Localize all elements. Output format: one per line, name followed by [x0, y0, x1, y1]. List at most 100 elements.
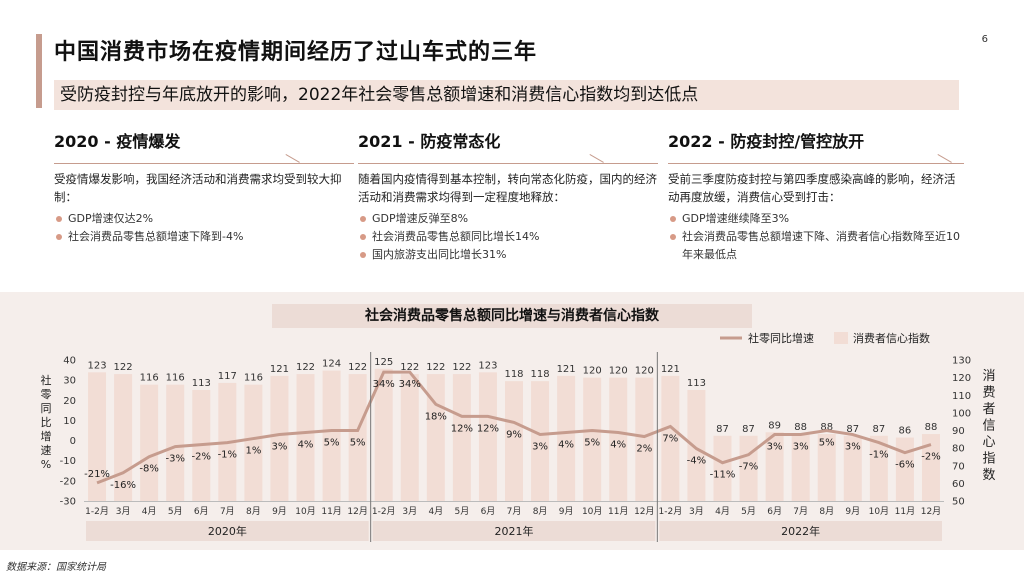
right-axis-tick: 130: [952, 356, 971, 367]
heading-rule: [358, 154, 658, 164]
x-axis-tick: 8月: [819, 506, 834, 517]
x-axis-tick: 11月: [321, 506, 341, 517]
bullet-item: 国内旅游支出同比增长31%: [358, 246, 658, 264]
x-axis-tick: 11月: [608, 506, 628, 517]
axis-title-char: 指: [982, 452, 995, 467]
retail-growth-label: 2%: [636, 444, 652, 455]
right-axis-tick: 70: [952, 461, 965, 472]
confidence-label: 88: [820, 422, 833, 433]
left-axis-tick: -10: [60, 456, 76, 467]
confidence-label: 118: [504, 369, 523, 380]
retail-growth-label: -4%: [687, 456, 706, 467]
confidence-bar: [583, 377, 602, 501]
chart-title: 社会消费品零售总额同比增速与消费者信心指数: [272, 304, 752, 328]
retail-growth-label: 4%: [298, 440, 314, 451]
x-axis-tick: 10月: [869, 506, 889, 517]
bullet-item: 社会消费品零售总额同比增长14%: [358, 228, 658, 246]
confidence-bar: [531, 381, 550, 501]
confidence-bar: [478, 372, 497, 501]
title-accent-bar: [36, 34, 42, 108]
confidence-bar: [348, 374, 367, 501]
axis-title-char: 数: [982, 468, 995, 483]
bullet-item: 社会消费品零售总额增速下降、消费者信心指数降至近10年来最低点: [668, 228, 964, 264]
legend-bar-swatch: [834, 332, 848, 344]
x-axis-tick: 4月: [428, 506, 443, 517]
page-number: 6: [981, 34, 988, 45]
left-axis-tick: 30: [63, 376, 76, 387]
confidence-label: 116: [140, 373, 159, 384]
x-axis-tick: 7月: [507, 506, 522, 517]
retail-growth-label: 5%: [819, 438, 835, 449]
confidence-bar: [765, 432, 784, 501]
confidence-bar: [895, 437, 914, 501]
column-body: 受疫情爆发影响，我国经济活动和消费需求均受到较大抑制：: [54, 172, 342, 204]
x-axis-tick: 3月: [116, 506, 131, 517]
retail-growth-label: -1%: [869, 450, 888, 461]
x-axis-tick: 4月: [142, 506, 157, 517]
year-label: 2021年: [495, 524, 534, 538]
x-axis-tick: 3月: [402, 506, 417, 517]
confidence-label: 89: [768, 420, 781, 431]
axis-title-char: 比: [41, 416, 52, 429]
year-label: 2020年: [208, 524, 247, 538]
left-axis-tick: -20: [60, 476, 76, 487]
left-axis-tick: 0: [70, 436, 76, 447]
axis-title-char: 费: [982, 386, 995, 401]
confidence-label: 86: [899, 426, 912, 437]
confidence-label: 113: [687, 378, 706, 389]
confidence-bar: [452, 374, 471, 501]
x-axis-tick: 1-2月: [85, 506, 109, 517]
column-heading: 2021 - 防疫常态化: [358, 132, 501, 151]
confidence-bar: [374, 368, 393, 501]
confidence-bar: [426, 374, 445, 501]
confidence-bar: [270, 375, 289, 501]
confidence-bar: [687, 389, 706, 501]
confidence-label: 120: [609, 366, 628, 377]
confidence-label: 113: [192, 378, 211, 389]
retail-growth-label: 9%: [506, 429, 522, 440]
confidence-label: 122: [426, 362, 445, 373]
x-axis-tick: 9月: [559, 506, 574, 517]
confidence-label: 122: [348, 362, 367, 373]
confidence-label: 87: [846, 424, 859, 435]
bullet-item: 社会消费品零售总额增速下降到-4%: [54, 228, 354, 246]
confidence-label: 123: [478, 360, 497, 371]
right-axis-title: 消费者信心指数: [982, 369, 995, 483]
retail-growth-label: 3%: [532, 442, 548, 453]
x-axis-tick: 10月: [582, 506, 602, 517]
x-axis-tick: 1-2月: [659, 506, 683, 517]
right-axis-tick: 80: [952, 444, 965, 455]
confidence-label: 123: [87, 360, 106, 371]
x-axis-tick: 12月: [634, 506, 654, 517]
axis-title-char: 零: [41, 388, 52, 401]
confidence-bar: [921, 434, 940, 501]
confidence-bar: [400, 374, 419, 501]
retail-growth-label: -3%: [165, 454, 184, 465]
confidence-label: 118: [531, 369, 550, 380]
axis-title-char: %: [41, 458, 51, 471]
bullet-item: GDP增速反弹至8%: [358, 210, 658, 228]
retail-growth-label: 5%: [584, 438, 600, 449]
confidence-label: 116: [166, 373, 185, 384]
axis-title-char: 同: [41, 402, 52, 415]
retail-growth-label: -2%: [192, 452, 211, 463]
axis-title-char: 消: [982, 369, 995, 384]
retail-growth-line: [96, 370, 932, 485]
retail-growth-label: -11%: [710, 470, 736, 481]
confidence-bar: [869, 435, 888, 501]
right-axis-tick: 120: [952, 373, 971, 384]
column-body: 随着国内疫情得到基本控制，转向常态化防疫，国内的经济活动和消费需求均得到一定程度…: [358, 172, 657, 204]
confidence-label: 116: [244, 373, 263, 384]
retail-growth-label: 4%: [610, 440, 626, 451]
confidence-bar: [661, 375, 680, 501]
page-title: 中国消费市场在疫情期间经历了过山车式的三年: [54, 40, 538, 65]
page-subtitle: 受防疫封控与年底放开的影响，2022年社会零售总额增速和消费信心指数均到达低点: [54, 80, 959, 110]
year-band: [372, 521, 656, 541]
x-axis-tick: 4月: [715, 506, 730, 517]
x-axis-tick: 1-2月: [372, 506, 396, 517]
x-axis-tick: 6月: [767, 506, 782, 517]
confidence-label: 122: [400, 362, 419, 373]
confidence-label: 120: [635, 366, 654, 377]
retail-growth-label: 34%: [373, 379, 395, 390]
right-axis-tick: 60: [952, 479, 965, 490]
